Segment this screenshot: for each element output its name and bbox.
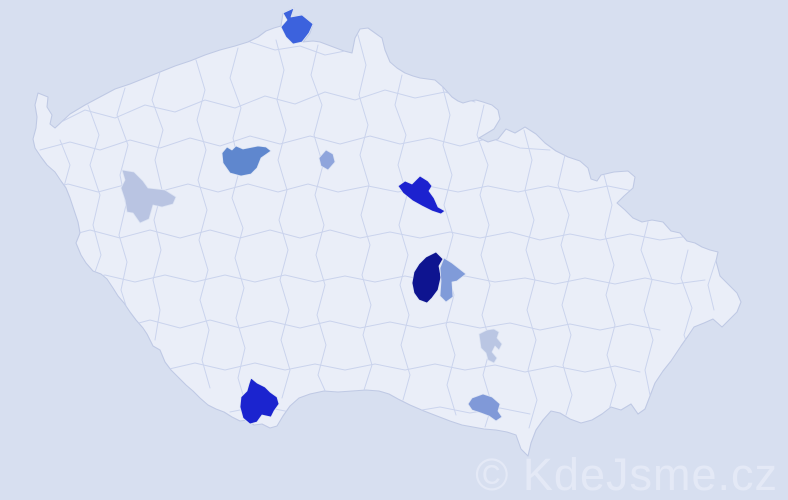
watermark: © KdeJsme.cz <box>475 449 778 500</box>
district-central-small[interactable] <box>318 149 336 171</box>
district-central-west[interactable] <box>221 145 272 177</box>
country-outline <box>32 7 742 457</box>
district-west[interactable] <box>120 169 177 224</box>
district-southeast-small[interactable] <box>478 328 503 364</box>
district-south[interactable] <box>467 393 503 422</box>
district-southwest[interactable] <box>239 377 280 425</box>
district-center-dark[interactable] <box>411 251 444 304</box>
district-center-north[interactable] <box>397 175 446 215</box>
district-borders-mesh <box>37 34 717 429</box>
district-center-light[interactable] <box>439 257 467 303</box>
highlighted-districts <box>120 7 503 425</box>
district-north-hook[interactable] <box>280 7 314 45</box>
